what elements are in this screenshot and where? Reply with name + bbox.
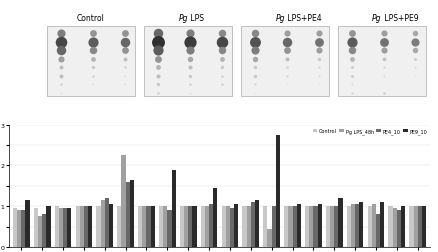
Bar [242, 206, 246, 247]
Bar [159, 206, 163, 247]
Bar [354, 204, 358, 247]
Bar [96, 206, 100, 247]
Bar [167, 210, 171, 247]
Text: LPS+PE9: LPS+PE9 [381, 14, 417, 22]
Bar [296, 204, 300, 247]
Bar [146, 206, 150, 247]
Bar [46, 206, 50, 247]
Legend: Control, Pg LPS_48h, PE4_10, PE9_10: Control, Pg LPS_48h, PE4_10, PE9_10 [311, 128, 427, 135]
Bar [130, 180, 134, 247]
Bar [142, 206, 146, 247]
Bar [304, 206, 308, 247]
Bar [413, 206, 417, 247]
Bar [267, 229, 271, 247]
Bar [125, 182, 130, 247]
Bar [117, 206, 121, 247]
Bar [213, 188, 217, 247]
Bar [308, 206, 313, 247]
FancyBboxPatch shape [143, 27, 232, 96]
Bar [180, 206, 184, 247]
Bar [105, 198, 109, 247]
Bar [121, 156, 125, 247]
Bar [100, 200, 105, 247]
Bar [80, 206, 84, 247]
Bar [138, 206, 142, 247]
Text: Control: Control [77, 14, 105, 22]
Bar [329, 206, 333, 247]
Bar [392, 208, 396, 247]
Text: Pg: Pg [371, 14, 381, 22]
Text: Pg: Pg [178, 14, 187, 22]
Bar [417, 206, 421, 247]
FancyBboxPatch shape [337, 27, 425, 96]
Bar [233, 204, 238, 247]
Bar [283, 206, 288, 247]
Bar [208, 204, 213, 247]
Bar [288, 206, 292, 247]
Bar [225, 206, 230, 247]
Text: LPS+PE4: LPS+PE4 [284, 14, 321, 22]
FancyBboxPatch shape [240, 27, 328, 96]
Bar [317, 204, 321, 247]
Bar [421, 206, 425, 247]
Bar [250, 202, 254, 247]
Bar [367, 206, 371, 247]
Bar [88, 206, 92, 247]
Bar [396, 210, 400, 247]
Bar [75, 206, 80, 247]
Bar [200, 206, 205, 247]
Bar [254, 200, 258, 247]
Bar [25, 200, 30, 247]
Bar [375, 214, 379, 247]
Bar [346, 206, 350, 247]
Bar [333, 206, 338, 247]
Bar [34, 208, 38, 247]
Bar [188, 206, 192, 247]
Bar [59, 208, 63, 247]
Bar [84, 206, 88, 247]
Bar [275, 135, 279, 247]
Bar [246, 206, 250, 247]
Bar [358, 202, 363, 247]
Bar [163, 206, 167, 247]
Bar [325, 206, 329, 247]
Bar [21, 210, 25, 247]
Bar [313, 206, 317, 247]
Bar [184, 206, 188, 247]
Bar [379, 202, 383, 247]
Bar [221, 206, 225, 247]
Bar [338, 198, 342, 247]
Bar [13, 208, 17, 247]
Bar [17, 210, 21, 247]
Bar [205, 206, 208, 247]
Bar [171, 170, 175, 247]
Bar [350, 204, 354, 247]
Text: LPS: LPS [187, 14, 203, 22]
Bar [263, 206, 267, 247]
Bar [292, 206, 296, 247]
Bar [271, 206, 275, 247]
Text: Pg: Pg [275, 14, 284, 22]
Bar [67, 208, 71, 247]
Bar [109, 204, 113, 247]
Bar [42, 214, 46, 247]
Bar [408, 206, 413, 247]
Bar [55, 206, 59, 247]
FancyBboxPatch shape [46, 27, 135, 96]
Bar [38, 216, 42, 247]
Bar [371, 204, 375, 247]
Bar [230, 208, 233, 247]
Bar [388, 206, 392, 247]
Bar [400, 206, 404, 247]
Bar [192, 206, 196, 247]
Bar [63, 208, 67, 247]
Bar [150, 206, 155, 247]
